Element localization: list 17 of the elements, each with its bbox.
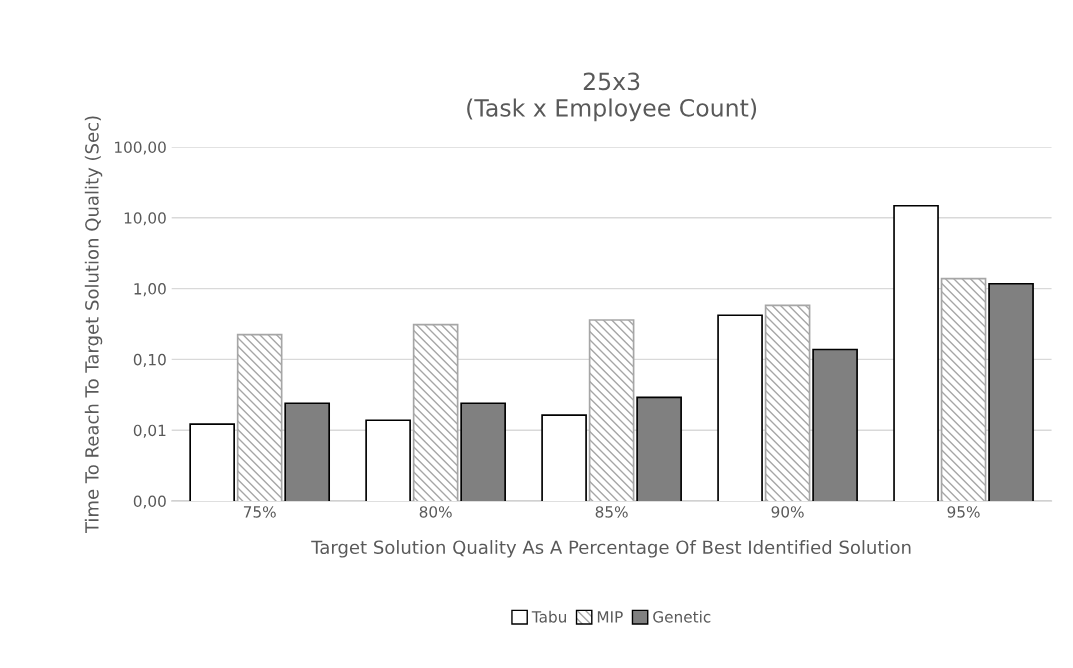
- y-tick-label: 10,00: [124, 212, 166, 226]
- x-tick-label: 75%: [243, 506, 276, 518]
- legend-label: MIP: [597, 611, 623, 623]
- x-tick-label: 85%: [595, 506, 628, 518]
- legend-label: Genetic: [653, 610, 711, 623]
- x-tick-label: 95%: [947, 506, 980, 518]
- x-tick-label: 80%: [419, 506, 452, 518]
- y-tick-label: 0,00: [133, 495, 166, 509]
- chart-title: 25x3 (Task x Employee Count): [467, 72, 757, 122]
- y-tick-label: 1,00: [134, 283, 166, 297]
- x-axis-title: Target Solution Quality As A Percentage Of Best Identified Solution: [311, 540, 911, 558]
- legend-label: Tabu: [531, 610, 566, 623]
- y-tick-label: 0,10: [133, 353, 166, 367]
- y-tick-label: 0,01: [133, 424, 166, 438]
- x-tick-label: 90%: [771, 506, 804, 518]
- y-axis-title: Time To Reach To Target Solution Quality (Sec): [84, 116, 103, 534]
- y-tick-label: 100,00: [115, 141, 166, 155]
